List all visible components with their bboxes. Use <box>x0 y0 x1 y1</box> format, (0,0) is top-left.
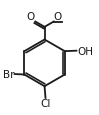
Text: O: O <box>53 12 62 22</box>
Text: Cl: Cl <box>40 98 51 108</box>
Text: O: O <box>26 12 35 22</box>
Text: OH: OH <box>77 46 93 56</box>
Text: Br: Br <box>3 69 14 79</box>
